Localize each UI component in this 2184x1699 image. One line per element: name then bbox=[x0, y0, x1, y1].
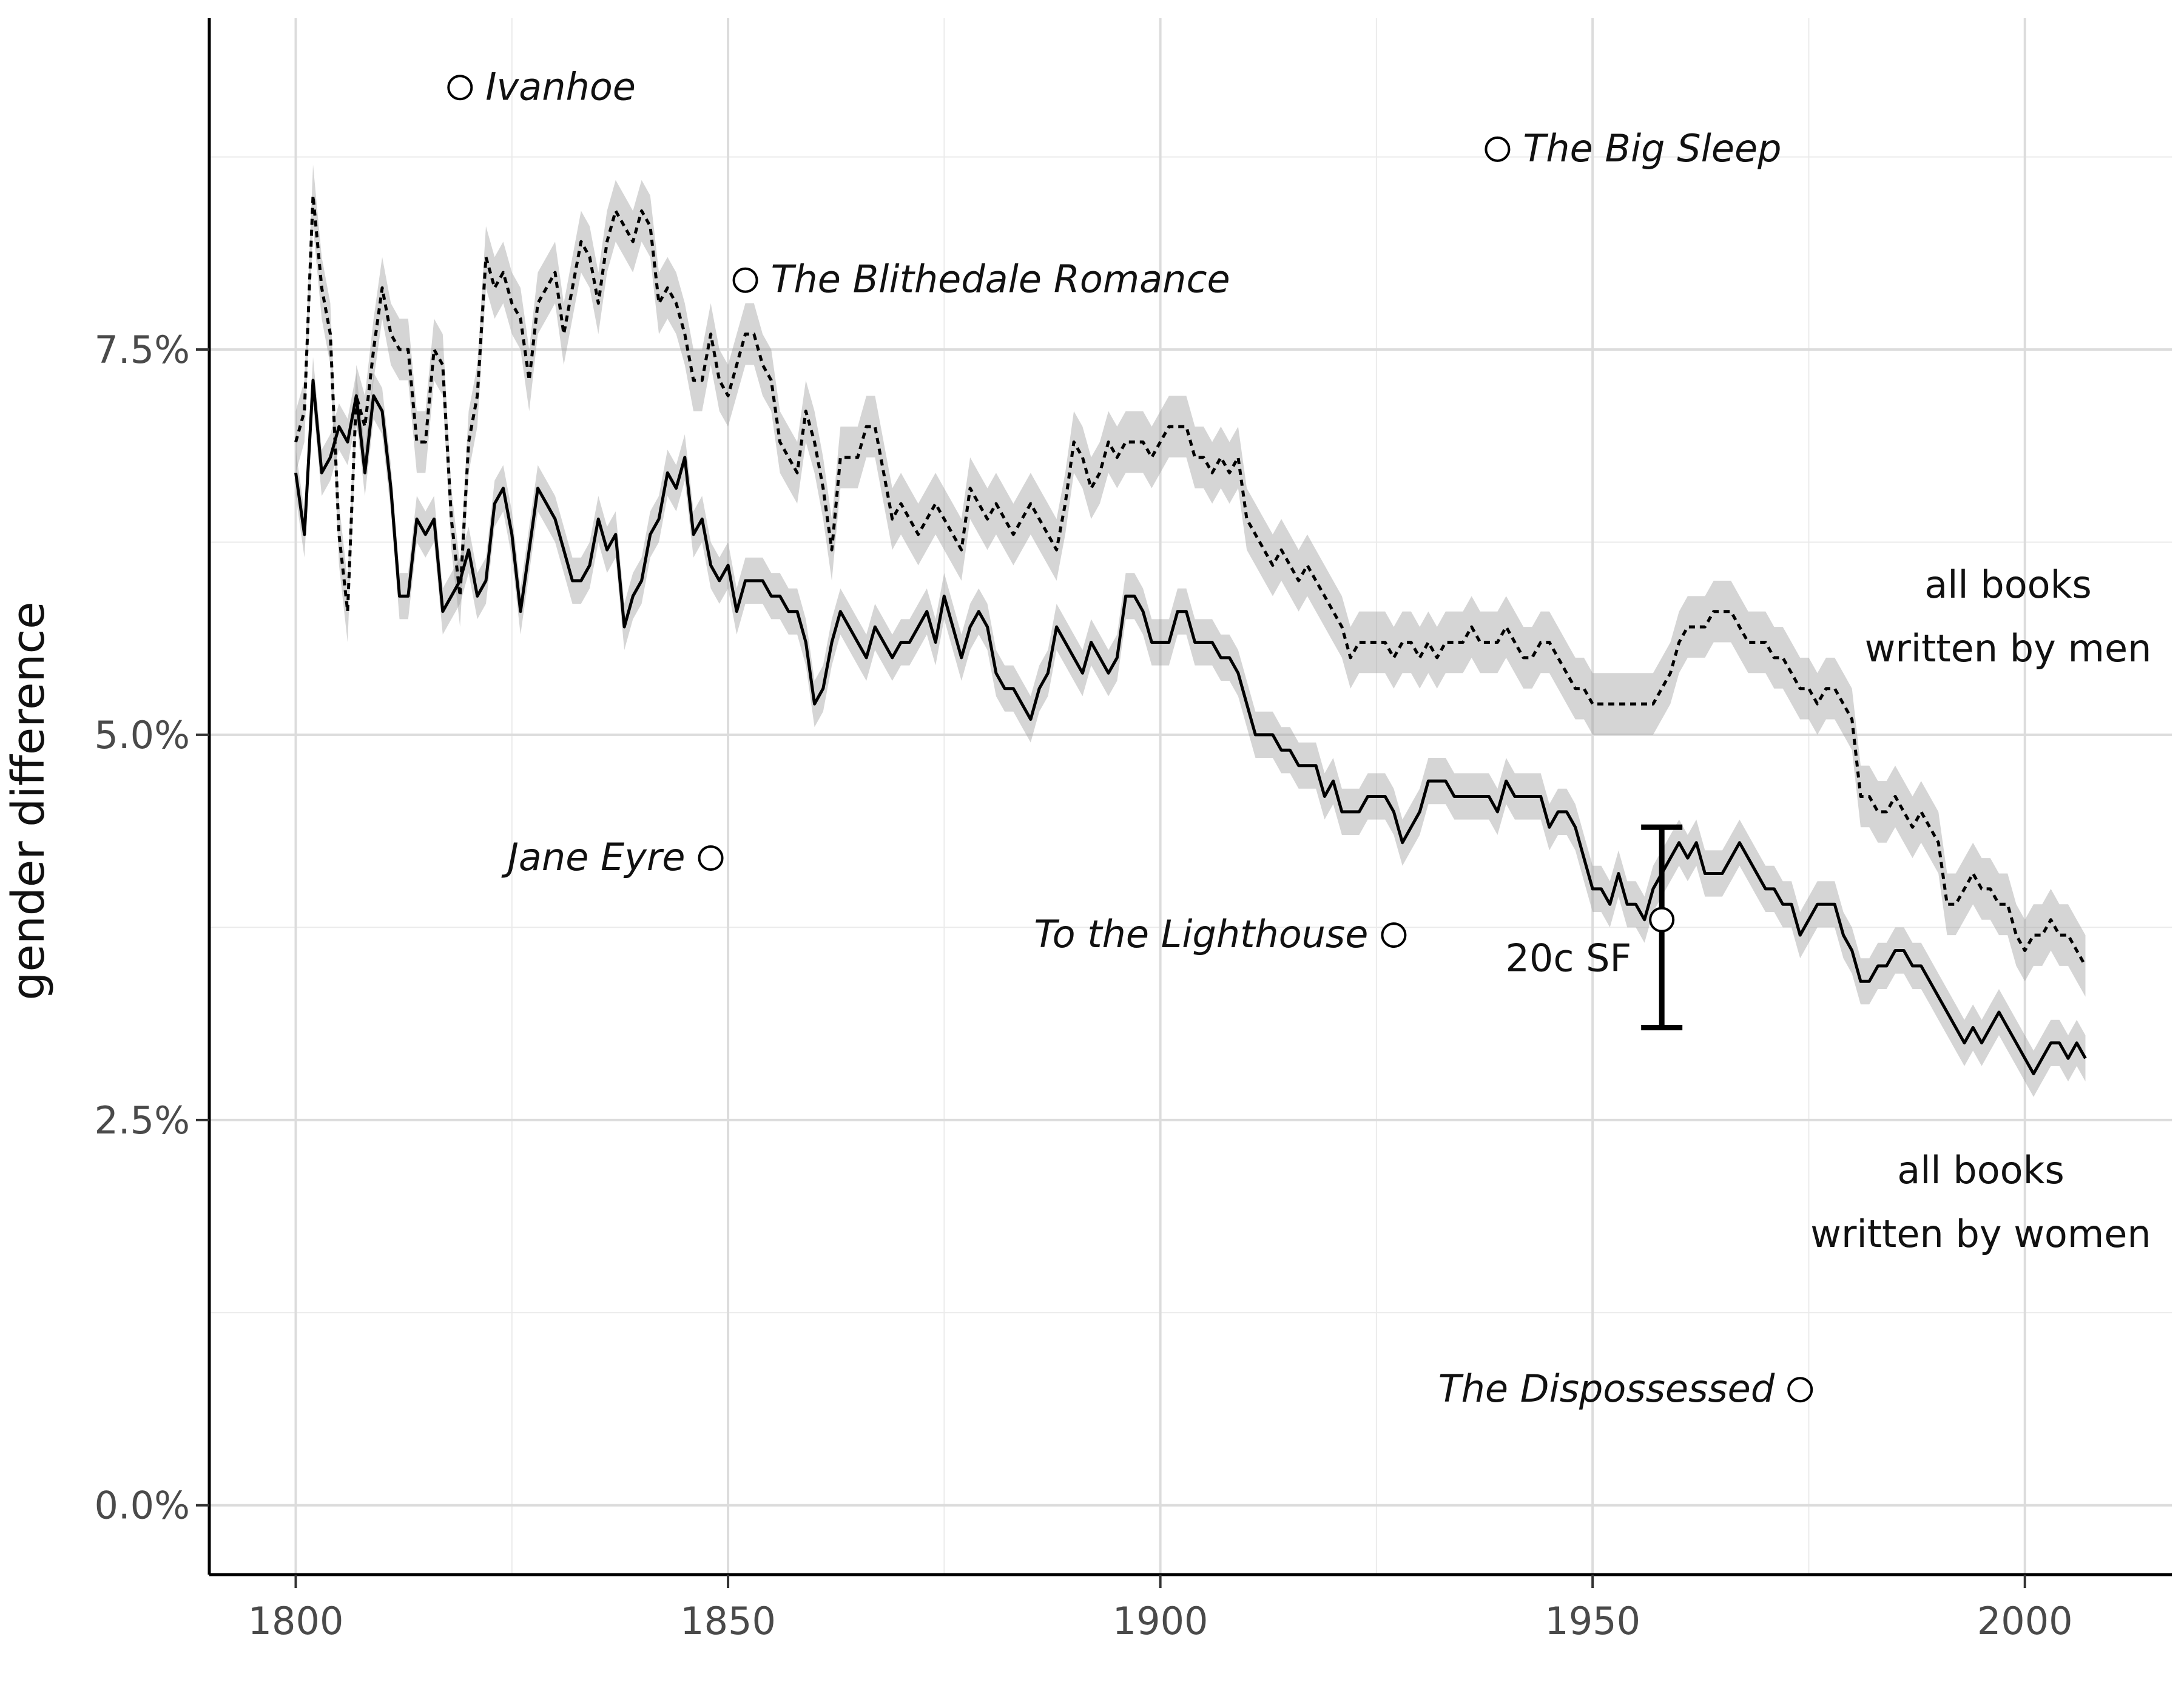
book-label: The Big Sleep bbox=[1523, 126, 1781, 171]
axes bbox=[207, 18, 2172, 1576]
x-tick-label: 2000 bbox=[1977, 1599, 2073, 1643]
book-label: Jane Eyre bbox=[501, 835, 686, 879]
book-marker bbox=[698, 845, 724, 871]
book-marker bbox=[1485, 136, 1511, 162]
error-bar-label: 20c SF bbox=[1505, 936, 1631, 981]
error-bar-marker bbox=[1649, 907, 1675, 933]
y-tick-label: 0.0% bbox=[94, 1484, 190, 1528]
series-label-1: all books bbox=[1897, 1148, 2064, 1192]
y-tick-label: 7.5% bbox=[94, 328, 190, 372]
tick-labels: 0.0% 2.5% 5.0% 7.5% 1800 1850 1900 1950 2000 bbox=[94, 328, 2072, 1643]
book-marker bbox=[1787, 1377, 1813, 1403]
book-marker bbox=[1381, 922, 1407, 948]
book-label: The Dispossessed bbox=[1438, 1366, 1775, 1411]
x-tick-label: 1950 bbox=[1545, 1599, 1640, 1643]
book-annotations: Ivanhoe The Big Sleep The Blithedale Roman… bbox=[447, 64, 2152, 1411]
series-label-0: written by men bbox=[1865, 626, 2152, 670]
x-tick-label: 1850 bbox=[680, 1599, 776, 1643]
y-tick-label: 2.5% bbox=[94, 1098, 190, 1143]
book-label: Ivanhoe bbox=[485, 64, 636, 109]
y-tick-label: 5.0% bbox=[94, 713, 190, 757]
series-label-0: all books bbox=[1924, 562, 2092, 607]
confidence-band-1 bbox=[295, 357, 2086, 1097]
book-label: The Blithedale Romance bbox=[771, 257, 1230, 302]
series-line-1 bbox=[294, 379, 2087, 1076]
series-line-0 bbox=[294, 194, 2087, 967]
x-tick-label: 1800 bbox=[248, 1599, 344, 1643]
y-axis-title: gender difference bbox=[2, 601, 55, 1000]
x-tick-label: 1900 bbox=[1113, 1599, 1208, 1643]
confidence-bands bbox=[295, 164, 2086, 1097]
book-marker bbox=[732, 267, 758, 293]
series-label-1: written by women bbox=[1810, 1212, 2151, 1256]
book-marker bbox=[447, 75, 473, 101]
book-label: To the Lighthouse bbox=[1034, 912, 1368, 956]
series-lines bbox=[294, 194, 2087, 1076]
confidence-band-0 bbox=[295, 164, 2086, 997]
grid-lines bbox=[209, 18, 2172, 1575]
